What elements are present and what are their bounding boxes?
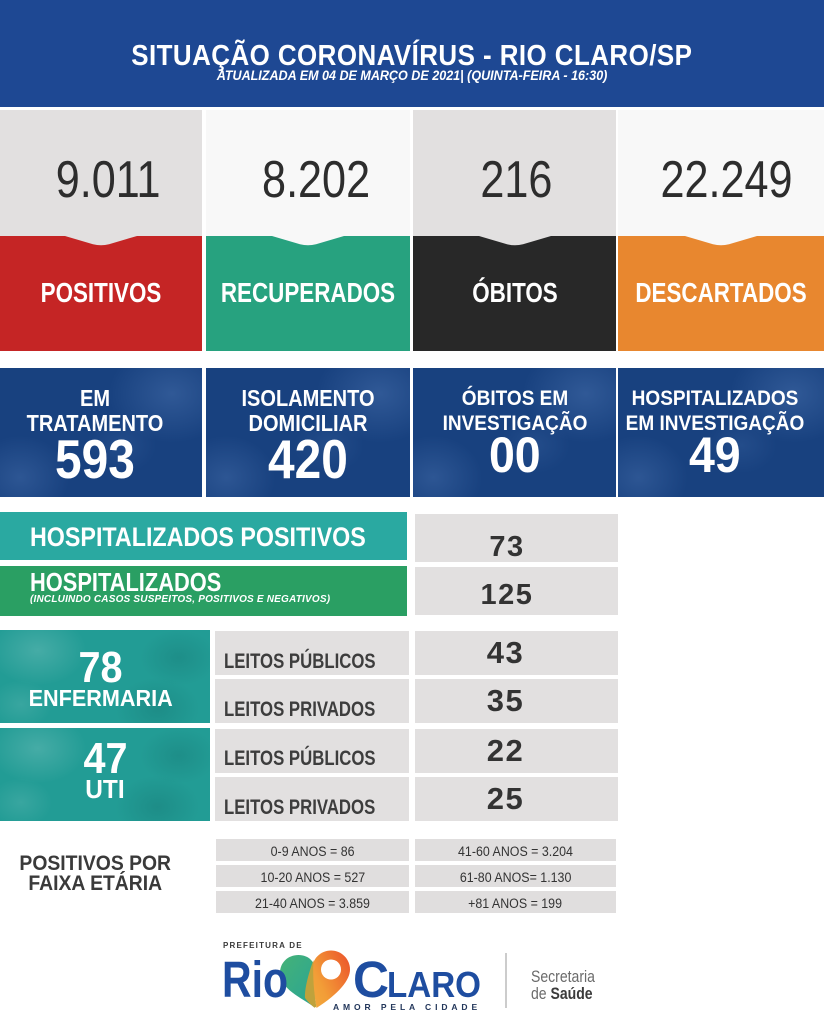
svg-text:Rio: Rio [222,951,288,1008]
svg-text:C: C [353,951,389,1008]
svg-text:LARO: LARO [387,964,481,1005]
